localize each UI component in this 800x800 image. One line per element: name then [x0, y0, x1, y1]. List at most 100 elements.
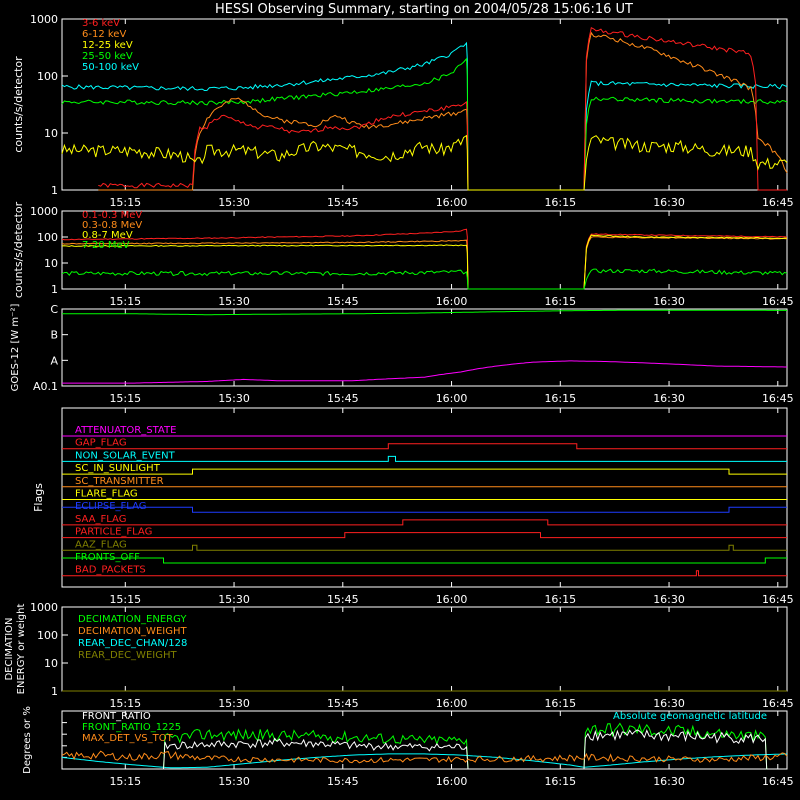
- flag-label: BAD_PACKETS: [75, 565, 146, 576]
- legend-entry: FRONT_RATIO: [82, 711, 151, 722]
- flag-line: [62, 455, 787, 462]
- flag-line: [62, 544, 787, 551]
- y-tick-label: C: [50, 303, 58, 316]
- x-tick-label: 15:30: [218, 196, 250, 209]
- x-tick-label: 16:45: [762, 593, 794, 606]
- panel-frame: [61, 407, 788, 588]
- x-tick-label: 16:15: [544, 697, 576, 710]
- y-tick-label: 1: [51, 184, 58, 197]
- x-tick-label: 15:30: [218, 775, 250, 788]
- x-tick-label: 16:00: [436, 295, 468, 308]
- legend-entry: REAR_DEC_CHAN/128: [78, 638, 187, 649]
- flag-label: AAZ_FLAG: [75, 539, 127, 550]
- y-axis-label: Flags: [32, 483, 45, 512]
- flag-label: PARTICLE_FLAG: [75, 527, 152, 538]
- x-tick-label: 16:30: [653, 295, 685, 308]
- flag-line: [62, 557, 787, 564]
- series-line: [62, 360, 787, 384]
- x-tick-label: 16:15: [544, 775, 576, 788]
- legend-entry: DECIMATION_WEIGHT: [78, 626, 187, 637]
- y-tick-label: 1: [51, 685, 58, 698]
- x-tick-label: 16:00: [436, 196, 468, 209]
- series-line: [61, 234, 788, 290]
- legend-entry: 6-12 keV: [82, 29, 126, 40]
- legend-entry: DECIMATION_ENERGY: [78, 614, 187, 625]
- x-tick-label: 15:45: [327, 775, 359, 788]
- flag-line: [62, 570, 787, 577]
- panel-frame: [61, 308, 788, 387]
- flag-line: [62, 443, 787, 450]
- x-tick-label: 15:30: [218, 697, 250, 710]
- x-tick-label: 15:30: [218, 295, 250, 308]
- panel-frame: [61, 210, 788, 290]
- y-tick-label: A0.1: [33, 380, 58, 393]
- legend-entry: MAX_DET_VS_TOT: [82, 733, 174, 744]
- y-tick-label: 10: [44, 657, 58, 670]
- x-tick-label: 15:45: [327, 593, 359, 606]
- panel-low-energy: 15:15 15:30 15:45 16:00 16:15 16:30 16:45 1 10 10…: [12, 13, 794, 209]
- x-tick-label: 16:15: [544, 196, 576, 209]
- panel-decimation: 15:15 15:30 15:45 16:00 16:15 16:30 16:45 1 10 10…: [4, 601, 794, 710]
- x-tick-label: 16:30: [653, 593, 685, 606]
- x-tick-label: 16:15: [544, 593, 576, 606]
- legend-entry: 25-50 keV: [82, 51, 133, 62]
- series-line: [61, 753, 788, 769]
- x-tick-label: 15:15: [109, 392, 141, 405]
- y-tick-label: A: [50, 354, 58, 367]
- flag-label: ATTENUATOR_STATE: [75, 425, 176, 436]
- y-axis-label: Degrees or %: [22, 706, 33, 774]
- x-tick-label: 16:00: [436, 775, 468, 788]
- y-tick-label: 1000: [30, 205, 58, 218]
- series-line: [62, 722, 787, 770]
- panel-goes: 15:15 15:30 15:45 16:00 16:15 16:30 16:45 A0.1 A…: [10, 303, 794, 405]
- series-line: [62, 309, 787, 316]
- y-axis-label: DECIMATION: [4, 617, 15, 680]
- panel-high-energy: 15:15 15:30 15:45 16:00 16:15 16:30 16:45 1 10 10…: [12, 201, 794, 308]
- x-tick-label: 16:00: [436, 392, 468, 405]
- flag-label: NON_SOLAR_EVENT: [75, 450, 176, 461]
- legend-entry: 0.1-0.3 MeV: [82, 210, 142, 221]
- legend-entry: REAR_DEC_WEIGHT: [78, 650, 177, 661]
- x-tick-label: 16:45: [762, 295, 794, 308]
- legend-entry: FRONT_RATIO_1225: [82, 722, 181, 733]
- series-line: [61, 57, 788, 191]
- x-tick-label: 15:30: [218, 593, 250, 606]
- x-tick-label: 15:15: [109, 593, 141, 606]
- y-axis-label: counts/s/detector: [12, 201, 25, 298]
- y-axis-label: counts/s/detector: [12, 56, 25, 153]
- x-tick-label: 16:30: [653, 775, 685, 788]
- x-tick-label: 16:30: [653, 392, 685, 405]
- legend-entry: 0.3-0.8 MeV: [82, 220, 142, 231]
- x-tick-label: 16:30: [653, 697, 685, 710]
- series-line: [61, 750, 788, 764]
- x-tick-label: 16:45: [762, 392, 794, 405]
- legend-entry: 12-25 keV: [82, 40, 133, 51]
- y-tick-label: 100: [37, 629, 58, 642]
- x-tick-label: 15:45: [327, 295, 359, 308]
- x-tick-label: 16:30: [653, 196, 685, 209]
- x-tick-label: 16:00: [436, 593, 468, 606]
- x-tick-label: 15:45: [327, 697, 359, 710]
- x-tick-label: 16:45: [762, 697, 794, 710]
- x-tick-label: 15:15: [109, 295, 141, 308]
- y-tick-label: 10: [44, 257, 58, 270]
- panels: 15:15 15:30 15:45 16:00 16:15 16:30 16:4511010…: [4, 13, 794, 788]
- x-tick-label: 15:15: [109, 196, 141, 209]
- x-tick-label: 15:45: [327, 196, 359, 209]
- y-tick-label: 1: [51, 283, 58, 296]
- flag-line: [62, 506, 787, 513]
- series-line: [98, 31, 788, 191]
- flag-label: SC_TRANSMITTER: [75, 476, 164, 487]
- panel-frame: [61, 710, 788, 770]
- flag-label: SC_IN_SUNLIGHT: [75, 463, 161, 474]
- x-tick-label: 16:45: [762, 775, 794, 788]
- y-tick-label: 100: [37, 70, 58, 83]
- y-tick-label: 1000: [30, 601, 58, 614]
- y-axis-label: ENERGY or weight: [16, 604, 27, 695]
- chart-title: HESSI Observing Summary, starting on 200…: [215, 2, 633, 17]
- series-line: [61, 41, 788, 191]
- x-tick-label: 16:45: [762, 196, 794, 209]
- x-tick-label: 16:15: [544, 295, 576, 308]
- legend-entry: 0.8-7 MeV: [82, 230, 133, 241]
